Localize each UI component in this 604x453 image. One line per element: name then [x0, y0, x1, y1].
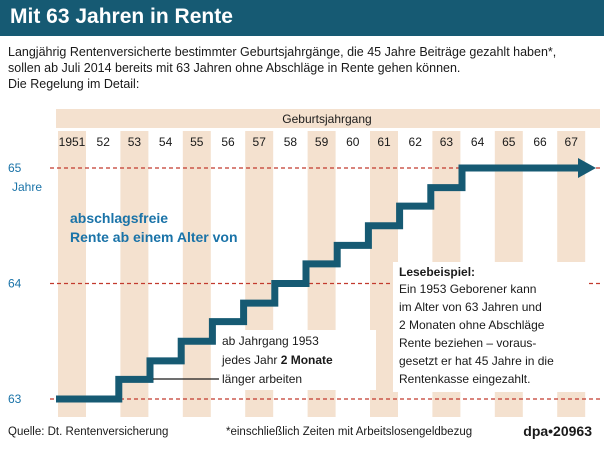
retirement-age-line [56, 164, 580, 403]
example-line: Rente beziehen – voraus- [399, 336, 536, 350]
y-tick-label: 63 [8, 392, 22, 406]
example-line: 2 Monaten ohne Abschläge [399, 318, 545, 332]
x-tick-label: 58 [284, 135, 298, 149]
example-line: Rentenkasse eingezahlt. [399, 372, 530, 386]
x-tick-label: 59 [315, 135, 329, 149]
callout-box [218, 330, 376, 390]
example-line: im Alter von 63 Jahren und [399, 300, 542, 314]
arrowhead-icon [578, 158, 596, 178]
intro-line-1: Langjährig Rentenversicherte bestimmter … [8, 45, 557, 59]
intro-line-3: Die Regelung im Detail: [8, 77, 140, 91]
example-line: gesetzt er hat 45 Jahre in die [399, 354, 554, 368]
y-tick-labels: 63 64 65 [8, 161, 22, 406]
callout-line-2: jedes Jahr 2 Monate [221, 353, 333, 367]
x-axis-title: Geburtsjahrgang [282, 112, 371, 126]
y-tick-label: 65 [8, 161, 22, 175]
x-tick-label: 61 [377, 135, 391, 149]
x-tick-label: 54 [159, 135, 173, 149]
x-tick-label: 67 [565, 135, 579, 149]
footnote: *einschließlich Zeiten mit Arbeitsloseng… [226, 426, 473, 438]
callout-line-3: länger arbeiten [222, 372, 302, 386]
x-tick-label: 56 [221, 135, 235, 149]
y-tick-label: 64 [8, 277, 22, 291]
x-tick-label: 64 [471, 135, 485, 149]
left-label-line-2: Rente ab einem Alter von [70, 229, 238, 245]
example-box [393, 262, 588, 392]
x-tick-label: 60 [346, 135, 360, 149]
agency-credit: dpa•20963 [523, 423, 592, 439]
x-tick-label: 57 [253, 135, 267, 149]
x-tick-label: 62 [409, 135, 423, 149]
callout-line-1: ab Jahrgang 1953 [222, 334, 319, 348]
title-bar: Mit 63 Jahren in Rente [0, 0, 604, 36]
callout-line-2-prefix: jedes Jahr [221, 353, 281, 367]
x-tick-labels: 1951 52 53 54 55 56 57 58 59 60 61 62 63 64 65 66 67 [59, 135, 579, 149]
intro-text: Langjährig Rentenversicherte bestimmter … [8, 44, 598, 92]
page-title: Mit 63 Jahren in Rente [10, 5, 233, 28]
x-tick-label: 65 [502, 135, 516, 149]
year-stripe [58, 131, 86, 417]
example-title: Lesebeispiel: [399, 265, 475, 279]
x-tick-label: 53 [128, 135, 142, 149]
y-axis-title: Jahre [12, 180, 42, 194]
header-band [56, 109, 600, 128]
year-stripe [120, 131, 149, 417]
x-tick-label: 63 [440, 135, 454, 149]
left-label-line-1: abschlagsfreie [70, 210, 168, 226]
callout-line-2-bold: 2 Monate [281, 353, 333, 367]
example-line: Ein 1953 Geborener kann [399, 282, 536, 296]
intro-line-2: sollen ab Juli 2014 bereits mit 63 Jahre… [8, 61, 461, 75]
year-stripe [182, 131, 211, 417]
x-tick-label: 1951 [59, 135, 86, 149]
x-tick-label: 55 [190, 135, 204, 149]
x-tick-label: 66 [533, 135, 547, 149]
x-tick-label: 52 [97, 135, 111, 149]
source-note: Quelle: Dt. Rentenversicherung [8, 426, 169, 438]
